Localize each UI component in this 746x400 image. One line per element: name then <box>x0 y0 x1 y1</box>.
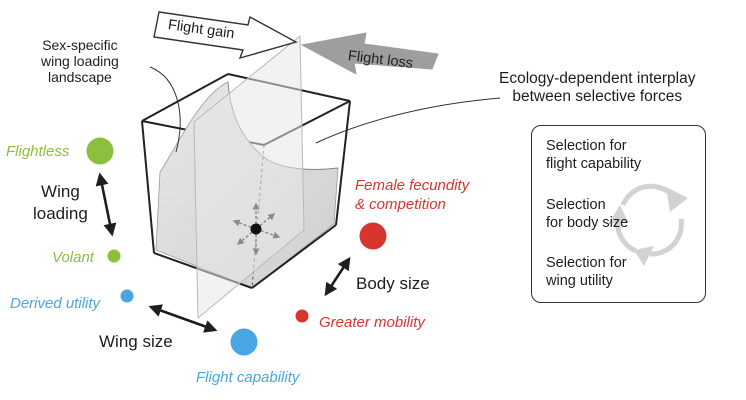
landscape-label: Sex-specific wing loading landscape <box>41 37 119 86</box>
derived-utility-label: Derived utility <box>10 295 101 312</box>
flight-capability-label: Flight capability <box>196 369 300 386</box>
wing-size-label: Wing size <box>99 332 173 351</box>
flight-loss-arrow <box>300 32 439 75</box>
greater-mobility-dot <box>295 309 309 323</box>
wing-size-arrow <box>148 304 218 333</box>
flightless-label: Flightless <box>6 143 70 160</box>
flight-capability-dot <box>230 328 258 356</box>
landscape-leader <box>149 66 181 153</box>
wing-loading-arrow <box>95 172 117 237</box>
selection-body-size: Selection for body size <box>546 197 629 232</box>
volant-dot <box>107 249 121 263</box>
ecology-leader <box>315 97 501 144</box>
selection-flight-capability: Selection for flight capability <box>546 138 642 173</box>
female-fecundity-label: Female fecundity & competition <box>355 177 470 213</box>
selection-plane <box>193 34 305 320</box>
body-size-arrow <box>324 256 351 297</box>
flightless-dot <box>86 137 114 165</box>
derived-utility-dot <box>120 289 134 303</box>
volant-label: Volant <box>52 249 94 266</box>
female-fecundity-dot <box>359 222 387 250</box>
selection-panel: Selection for flight capability Selectio… <box>531 125 706 303</box>
selection-wing-utility: Selection for wing utility <box>546 255 627 290</box>
ecology-label: Ecology-dependent interplay between sele… <box>499 70 696 105</box>
greater-mobility-label: Greater mobility <box>319 314 425 331</box>
feedback-cycle-heads <box>608 187 688 266</box>
wing-loading-label: Wing loading <box>33 182 88 224</box>
body-size-label: Body size <box>356 274 430 293</box>
flight-gain-arrow <box>153 11 298 60</box>
current-state-point <box>232 202 281 256</box>
